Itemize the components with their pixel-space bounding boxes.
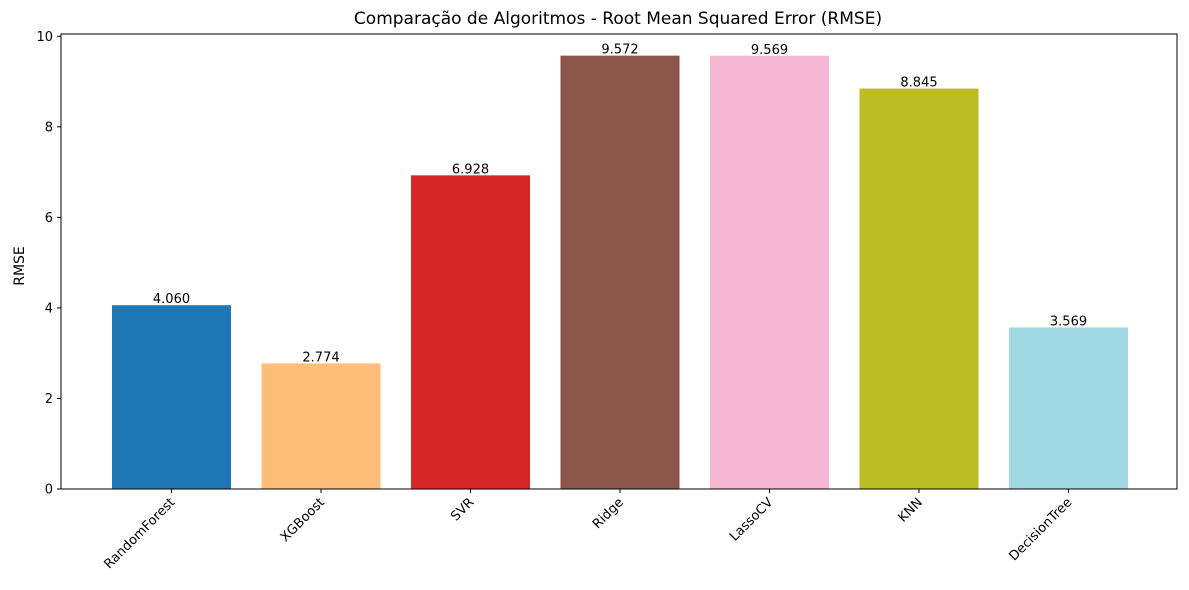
y-tick-label: 4 (45, 301, 53, 316)
bar-xgboost (261, 363, 381, 489)
bars-group (112, 55, 1128, 490)
x-tick-label-lassocv: LassoCV (727, 495, 776, 544)
y-axis-ticks: 0 2 4 6 8 10 (36, 30, 61, 498)
plot-frame (60, 33, 1178, 490)
y-axis-label: RMSE (12, 246, 28, 286)
value-label-svr: 6.928 (452, 162, 489, 177)
x-tick-label-xgboost: XGBoost (278, 495, 328, 545)
value-label-ridge: 9.572 (601, 43, 638, 58)
y-tick-label: 2 (45, 392, 53, 407)
y-tick-label: 0 (45, 483, 53, 498)
x-axis-ticks: RandomForest XGBoost SVR Ridge LassoCV KNN Dec… (101, 489, 1075, 572)
x-tick-label-decisiontree: DecisionTree (1006, 495, 1075, 564)
x-tick-label-randomforest: RandomForest (101, 495, 178, 572)
x-tick-label-ridge: Ridge (590, 495, 627, 532)
bar-knn (859, 88, 979, 490)
bar-lassocv (710, 55, 829, 490)
value-label-xgboost: 2.774 (302, 350, 339, 365)
value-label-decisiontree: 3.569 (1050, 314, 1087, 329)
y-tick-label: 8 (45, 120, 53, 135)
y-tick-label: 10 (36, 30, 53, 45)
x-tick-label-knn: KNN (895, 495, 925, 525)
chart-title: Comparação de Algoritmos - Root Mean Squ… (354, 9, 882, 29)
value-label-knn: 8.845 (900, 76, 937, 91)
bar-randomforest (112, 305, 231, 489)
x-tick-label-svr: SVR (448, 495, 477, 524)
y-tick-label: 6 (45, 211, 53, 226)
bar-ridge (560, 55, 680, 489)
bar-decisiontree (1009, 327, 1128, 489)
value-labels-group: 4.060 2.774 6.928 9.572 9.569 8.845 3.569 (153, 43, 1087, 366)
value-label-randomforest: 4.060 (153, 292, 190, 307)
value-label-lassocv: 9.569 (751, 43, 788, 58)
bar-svr (411, 175, 530, 489)
